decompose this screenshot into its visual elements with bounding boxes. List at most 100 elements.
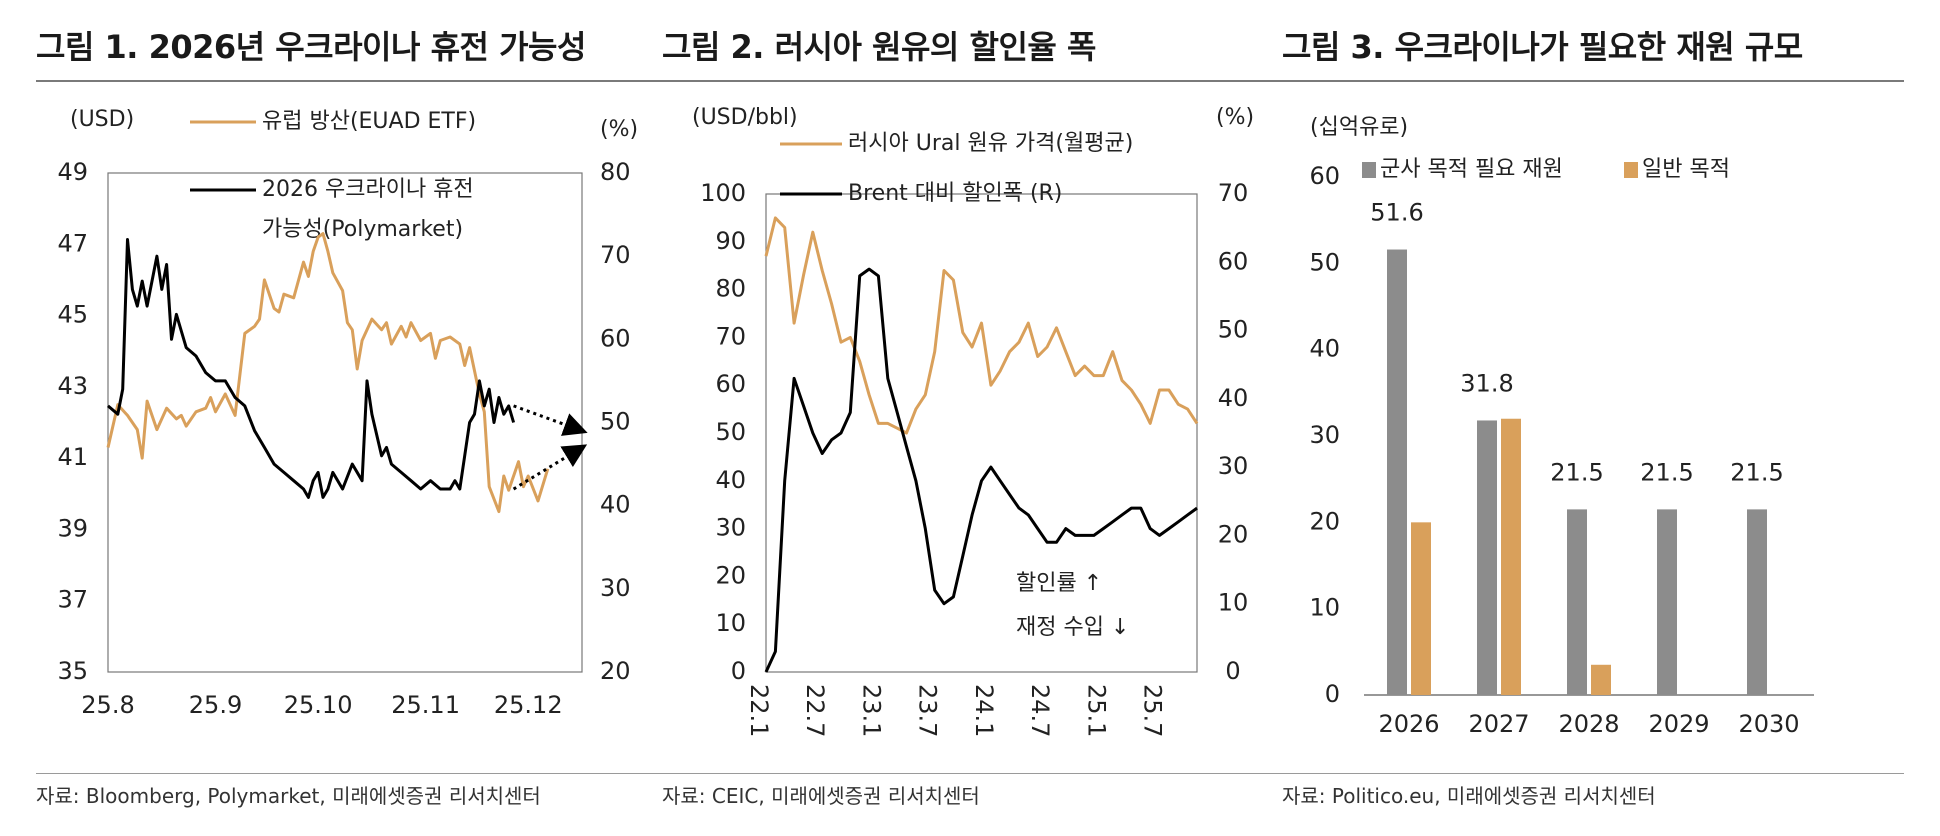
fig3-data-label: 21.5 bbox=[1730, 458, 1783, 486]
fig2-right-tick-label: 70 bbox=[1218, 179, 1249, 207]
fig2-left-tick-label: 20 bbox=[715, 561, 746, 589]
source-divider bbox=[36, 773, 1904, 774]
fig2-left-tick-label: 30 bbox=[715, 514, 746, 542]
fig3-bar-general bbox=[1591, 664, 1611, 695]
fig3-legend-label: 군사 목적 필요 재원 bbox=[1380, 157, 1563, 182]
fig1-left-tick-label: 47 bbox=[57, 229, 88, 257]
fig2-left-tick-label: 70 bbox=[715, 322, 746, 350]
fig3-x-tick-label: 2030 bbox=[1738, 710, 1799, 738]
fig1-left-tick-label: 49 bbox=[57, 158, 88, 186]
fig1-right-tick-label: 60 bbox=[600, 324, 631, 352]
fig2-plot-frame bbox=[765, 193, 1198, 673]
fig1-right-tick-label: 20 bbox=[600, 657, 631, 685]
fig3-bar-general bbox=[1411, 522, 1431, 695]
fig3-bar-general bbox=[1501, 418, 1521, 695]
fig2-left-tick-label: 40 bbox=[715, 466, 746, 494]
fig1-right-tick-label: 80 bbox=[600, 158, 631, 186]
fig3-bar-military bbox=[1477, 420, 1497, 695]
fig1-left-tick-label: 41 bbox=[57, 443, 88, 471]
fig2-left-tick-label: 60 bbox=[715, 370, 746, 398]
fig3-data-label: 21.5 bbox=[1550, 458, 1603, 486]
fig1-x-tick-label: 25.8 bbox=[81, 691, 134, 719]
fig1-legend-label: 2026 우크라이나 휴전 bbox=[262, 177, 474, 202]
fig1-left-unit: (USD) bbox=[70, 107, 134, 132]
fig3-y-tick-label: 10 bbox=[1309, 594, 1340, 622]
figure-3-title: 그림 3. 우크라이나가 필요한 재원 규모 bbox=[1282, 28, 1803, 66]
fig2-annotation-revenue: 재정 수입 ↓ bbox=[1016, 615, 1129, 640]
fig2-x-tick-label: 22.7 bbox=[801, 684, 829, 737]
fig1-x-tick-label: 25.11 bbox=[391, 691, 460, 719]
fig3-x-tick-label: 2027 bbox=[1468, 710, 1529, 738]
fig3-unit: (십억유로) bbox=[1310, 115, 1408, 140]
fig1-left-tick-label: 45 bbox=[57, 301, 88, 329]
fig2-left-tick-label: 100 bbox=[700, 179, 746, 207]
figure-1-source: 자료: Bloomberg, Polymarket, 미래에셋증권 리서치센터 bbox=[36, 784, 541, 808]
fig2-right-unit: (%) bbox=[1216, 105, 1254, 130]
fig1-left-tick-label: 35 bbox=[57, 657, 88, 685]
fig3-y-tick-label: 60 bbox=[1309, 162, 1340, 190]
fig1-left-tick-label: 37 bbox=[57, 586, 88, 614]
fig2-x-tick-label: 24.1 bbox=[970, 684, 998, 737]
title-divider bbox=[36, 80, 1904, 82]
fig3-y-tick-label: 40 bbox=[1309, 335, 1340, 363]
fig1-right-tick-label: 70 bbox=[600, 241, 631, 269]
fig3-data-label: 21.5 bbox=[1640, 458, 1693, 486]
fig1-plot-frame bbox=[107, 172, 583, 673]
fig1-legend-label: 유럽 방산(EUAD ETF) bbox=[262, 109, 476, 134]
fig1-left-tick-label: 43 bbox=[57, 372, 88, 400]
fig1-right-tick-label: 40 bbox=[600, 491, 631, 519]
fig2-left-tick-label: 80 bbox=[715, 275, 746, 303]
fig2-right-tick-label: 0 bbox=[1225, 657, 1240, 685]
fig3-bar-military bbox=[1657, 509, 1677, 695]
fig2-left-unit: (USD/bbl) bbox=[692, 105, 798, 130]
fig1-x-tick-label: 25.9 bbox=[189, 691, 242, 719]
fig2-legend-label: Brent 대비 할인폭 (R) bbox=[848, 181, 1062, 206]
fig2-left-tick-label: 90 bbox=[715, 227, 746, 255]
fig3-y-tick-label: 50 bbox=[1309, 248, 1340, 276]
figure-3-source: 자료: Politico.eu, 미래에셋증권 리서치센터 bbox=[1282, 784, 1656, 808]
fig3-bar-military bbox=[1567, 509, 1587, 695]
fig2-right-tick-label: 20 bbox=[1218, 520, 1249, 548]
fig3-y-tick-label: 20 bbox=[1309, 507, 1340, 535]
fig2-ural-price-line bbox=[764, 216, 1199, 435]
fig3-bar-military bbox=[1387, 249, 1407, 695]
fig2-x-tick-label: 22.1 bbox=[745, 684, 773, 737]
fig1-left-tick-label: 39 bbox=[57, 514, 88, 542]
fig2-discount-line bbox=[764, 267, 1198, 673]
fig3-y-tick-label: 0 bbox=[1325, 680, 1340, 708]
fig2-left-tick-label: 50 bbox=[715, 418, 746, 446]
fig1-x-tick-label: 25.10 bbox=[284, 691, 353, 719]
fig3-x-tick-label: 2026 bbox=[1378, 710, 1439, 738]
fig3-legend-label: 일반 목적 bbox=[1642, 157, 1730, 182]
fig2-left-tick-label: 10 bbox=[715, 609, 746, 637]
fig3-data-label: 31.8 bbox=[1460, 369, 1513, 397]
fig1-projection-arrow bbox=[513, 404, 588, 436]
fig3-data-label: 51.6 bbox=[1370, 199, 1423, 227]
fig3-x-tick-label: 2029 bbox=[1648, 710, 1709, 738]
fig2-legend-label: 러시아 Ural 원유 가격(월평균) bbox=[848, 131, 1133, 156]
fig2-right-tick-label: 30 bbox=[1218, 452, 1249, 480]
fig2-x-tick-label: 23.7 bbox=[914, 684, 942, 737]
fig2-right-tick-label: 50 bbox=[1218, 316, 1249, 344]
fig1-x-tick-label: 25.12 bbox=[494, 691, 563, 719]
fig1-right-unit: (%) bbox=[600, 117, 638, 142]
fig2-x-tick-label: 25.1 bbox=[1082, 684, 1110, 737]
fig1-right-tick-label: 30 bbox=[600, 574, 631, 602]
fig2-right-tick-label: 10 bbox=[1218, 589, 1249, 617]
fig3-bar-military bbox=[1747, 509, 1767, 695]
figure-2-source: 자료: CEIC, 미래에셋증권 리서치센터 bbox=[662, 784, 980, 808]
fig1-projection-arrow bbox=[512, 444, 588, 491]
fig2-left-tick-label: 0 bbox=[731, 657, 746, 685]
fig2-x-tick-label: 24.7 bbox=[1026, 684, 1054, 737]
fig3-y-tick-label: 30 bbox=[1309, 421, 1340, 449]
figure-2-title: 그림 2. 러시아 원유의 할인율 폭 bbox=[662, 28, 1096, 66]
fig3-legend-swatch-orange bbox=[1624, 162, 1638, 178]
fig1-ceasefire-line bbox=[107, 238, 516, 499]
fig1-euad-line bbox=[106, 232, 550, 514]
fig2-x-tick-label: 25.7 bbox=[1139, 684, 1167, 737]
figure-1-title: 그림 1. 2026년 우크라이나 휴전 가능성 bbox=[36, 28, 586, 66]
fig1-right-tick-label: 50 bbox=[600, 408, 631, 436]
fig3-legend-swatch-gray bbox=[1362, 162, 1376, 178]
fig2-x-tick-label: 23.1 bbox=[857, 684, 885, 737]
